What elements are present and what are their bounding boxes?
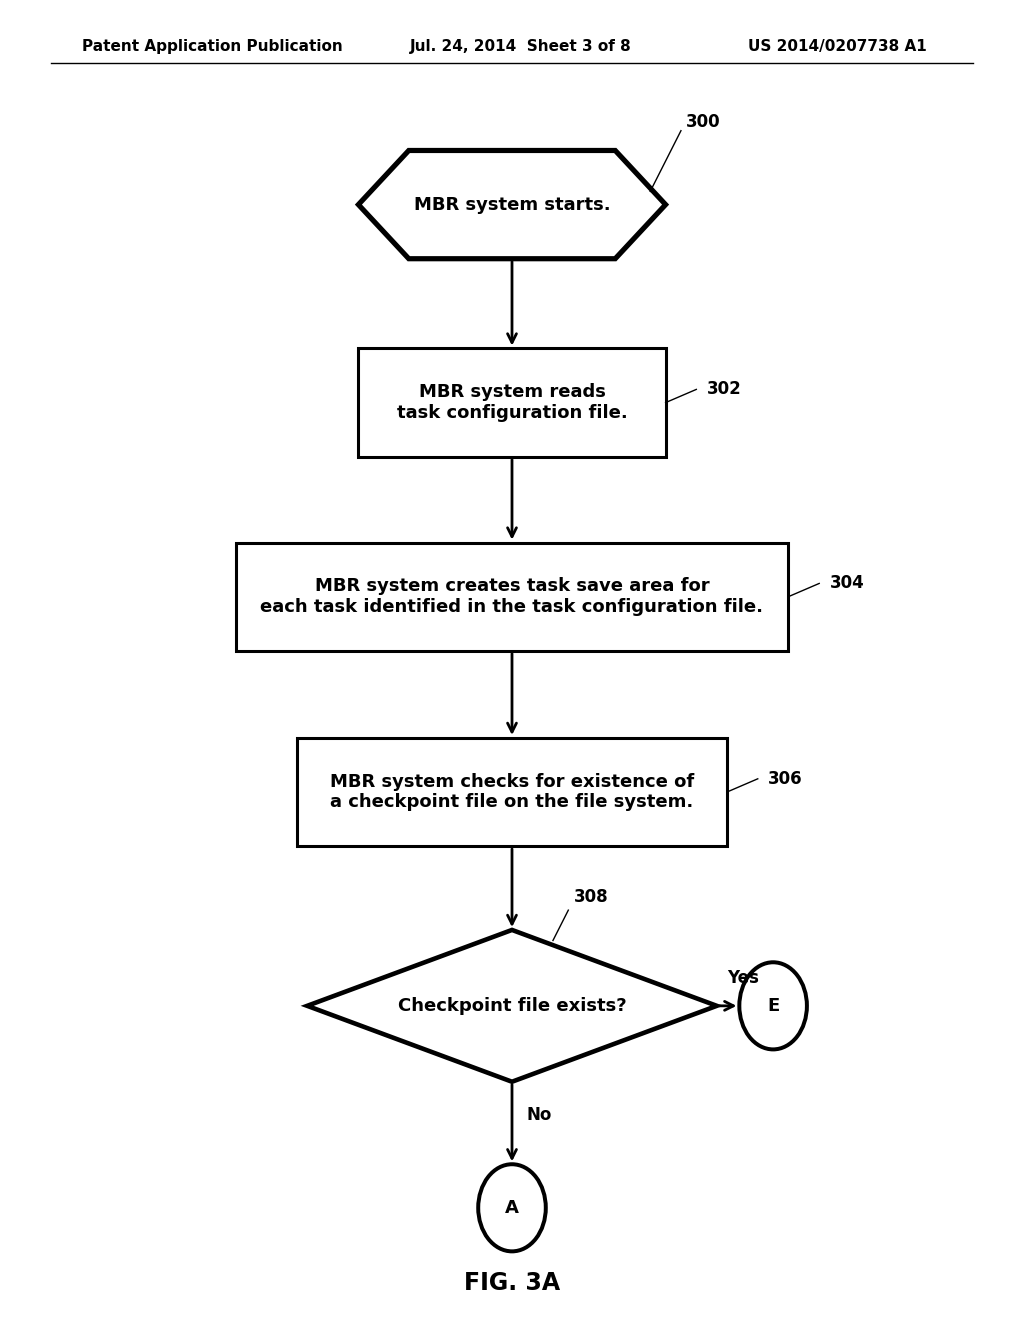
- Text: Checkpoint file exists?: Checkpoint file exists?: [397, 997, 627, 1015]
- Text: MBR system starts.: MBR system starts.: [414, 195, 610, 214]
- Text: 304: 304: [829, 574, 864, 593]
- Text: Yes: Yes: [727, 969, 759, 987]
- Text: 300: 300: [686, 112, 721, 131]
- Text: MBR system creates task save area for
each task identified in the task configura: MBR system creates task save area for ea…: [260, 577, 764, 616]
- Text: No: No: [526, 1106, 552, 1123]
- Bar: [297, 738, 727, 846]
- Bar: [236, 543, 788, 651]
- Text: Jul. 24, 2014  Sheet 3 of 8: Jul. 24, 2014 Sheet 3 of 8: [410, 38, 632, 54]
- Text: US 2014/0207738 A1: US 2014/0207738 A1: [748, 38, 927, 54]
- Text: MBR system checks for existence of
a checkpoint file on the file system.: MBR system checks for existence of a che…: [330, 772, 694, 812]
- Text: 302: 302: [707, 380, 741, 399]
- Text: FIG. 3A: FIG. 3A: [464, 1271, 560, 1295]
- Text: Patent Application Publication: Patent Application Publication: [82, 38, 343, 54]
- Text: 306: 306: [768, 770, 803, 788]
- Text: A: A: [505, 1199, 519, 1217]
- Bar: [358, 348, 666, 457]
- Text: 308: 308: [573, 888, 608, 906]
- Text: E: E: [767, 997, 779, 1015]
- Text: MBR system reads
task configuration file.: MBR system reads task configuration file…: [396, 383, 628, 422]
